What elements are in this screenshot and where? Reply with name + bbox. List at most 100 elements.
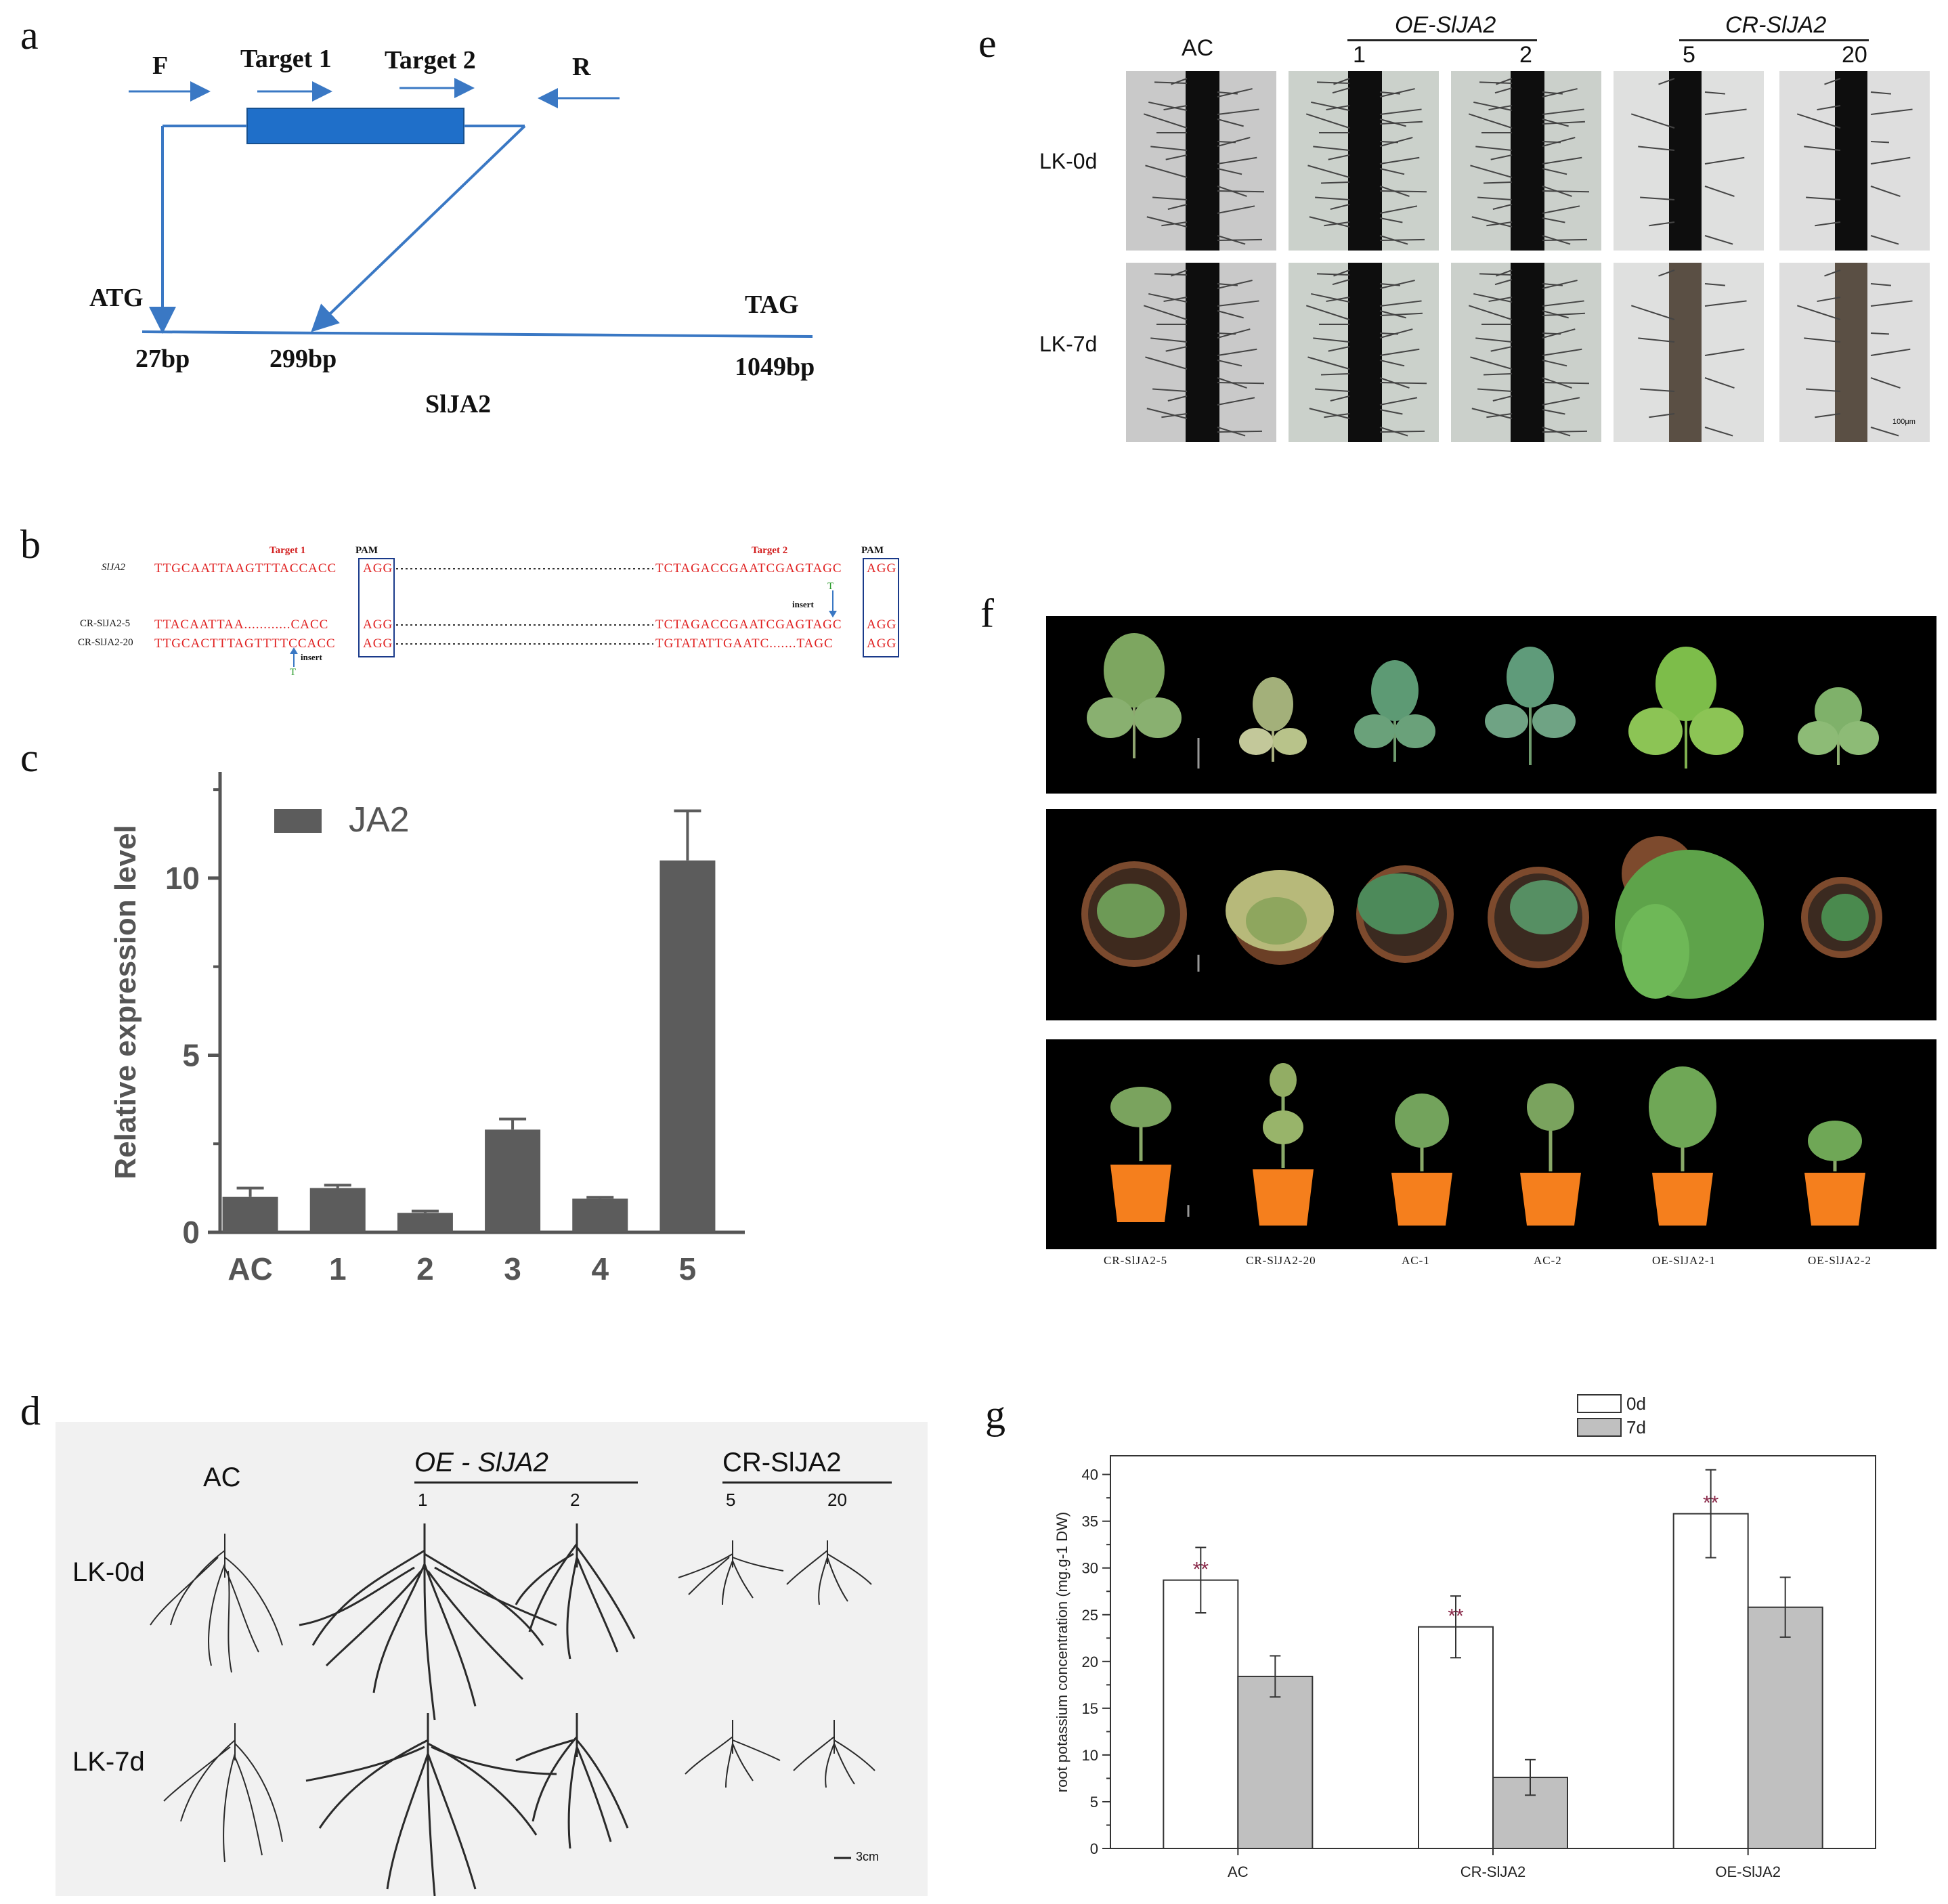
root-ac-0d: [150, 1534, 283, 1673]
e-root-stalk: [1835, 263, 1867, 442]
c-legend-swatch: [274, 809, 322, 833]
e-root-hair: [1870, 427, 1899, 437]
b-row2-right: TGTATATTGAATC.......TAGC: [655, 636, 834, 651]
panel-g-label: g: [985, 1392, 1005, 1437]
e-root-hair: [1870, 283, 1891, 286]
e-root-hair: [1477, 196, 1513, 200]
e-root-hair: [1305, 113, 1350, 129]
g-legend-swatch: [1577, 1418, 1622, 1437]
e-root-stalk: [1186, 263, 1219, 442]
e-root-hair: [1704, 156, 1745, 165]
e-root-hair: [1217, 238, 1263, 241]
e-root-hair: [1333, 78, 1350, 85]
g-significance: **: [1193, 1559, 1209, 1581]
root-oe2-7d: [515, 1713, 629, 1849]
e-root-hair: [1542, 205, 1580, 214]
b-row0-right: TCTAGACCGAATCGAGTAGC: [655, 561, 842, 576]
e-root-hair: [1320, 181, 1350, 184]
c-bar: [659, 860, 716, 1232]
e-root-stalk: [1348, 71, 1382, 251]
e-micrograph: [1614, 71, 1764, 251]
pot-top-2: [1226, 870, 1334, 965]
root-oe2-0d: [515, 1523, 636, 1660]
e-root-hair: [1379, 360, 1405, 367]
potassium-chart: 0 5 10 15 20 25 30 35 40 AC ** CR-SlJA2 ** OE-SlJA2 **…: [1054, 1393, 1876, 1880]
root-oe1-0d: [299, 1523, 557, 1721]
e-root-hair: [1167, 395, 1188, 402]
e-root-hair: [1483, 181, 1513, 184]
start-codon-label: ATG: [89, 284, 144, 312]
b-alignment-lines: [290, 558, 899, 667]
root-cr5-7d: [685, 1720, 781, 1788]
primer-f-label: F: [152, 51, 169, 80]
f-caption: CR-SlJA2-5: [1104, 1254, 1168, 1267]
e-root-hair: [1328, 154, 1350, 160]
e-root-hair: [1483, 373, 1513, 376]
e-root-hair: [1217, 310, 1244, 319]
pos-27bp: 27bp: [135, 345, 190, 373]
e-root-hair: [1542, 360, 1567, 367]
b-row2-name: CR-SlJA2-20: [78, 637, 133, 648]
d-sub-20: 20: [827, 1490, 847, 1510]
pot-side-4: [1520, 1083, 1581, 1226]
c-bar: [397, 1213, 453, 1232]
e-root-hair: [1475, 337, 1513, 343]
g-category-label: CR-SlJA2: [1460, 1863, 1526, 1880]
e-root-hair: [1870, 156, 1911, 165]
e-root-hair: [1477, 388, 1513, 392]
c-bar: [309, 1188, 366, 1232]
root-drawings: [150, 1523, 875, 1896]
b-row2-pam1: AGG: [363, 636, 393, 651]
c-bar: [222, 1196, 278, 1232]
e-root-hair: [1542, 300, 1584, 307]
f-caption: AC-2: [1534, 1254, 1562, 1267]
e-root-hair: [1379, 205, 1418, 214]
panel-b-label: b: [20, 522, 41, 567]
e-group-cr-line: [1679, 39, 1869, 41]
e-root-hair: [1217, 360, 1242, 367]
e-sub-20: 20: [1842, 42, 1867, 68]
e-root-hair: [1704, 108, 1747, 115]
e-root-hair: [1542, 168, 1567, 175]
target1-label: Target 1: [240, 45, 332, 73]
b-row2-left: TTGCACTTTAGTTTTCCACC: [154, 636, 336, 651]
e-micrograph: [1289, 71, 1439, 251]
g-ytick-label: 25: [1082, 1607, 1098, 1624]
e-root-hair: [1379, 348, 1420, 356]
e-root-hair: [1379, 397, 1418, 406]
leaf-5: [1628, 647, 1744, 769]
pot-side-6: [1804, 1121, 1865, 1226]
e-root-hair: [1470, 356, 1513, 370]
e-root-hair: [1496, 78, 1513, 85]
g-bar-0d: [1163, 1579, 1239, 1849]
e-root-hair: [1870, 332, 1890, 335]
e-root-hair: [1870, 141, 1890, 144]
e-root-hair: [1796, 305, 1841, 320]
b-pam2: PAM: [861, 545, 884, 556]
e-root-hair: [1704, 91, 1725, 95]
e-root-hair: [1217, 156, 1257, 165]
target2-label: Target 2: [385, 46, 476, 74]
e-root-hair: [1542, 348, 1582, 356]
e-root-hair: [1171, 78, 1188, 85]
g-category-label: AC: [1228, 1863, 1249, 1880]
e-root-hair: [1870, 108, 1913, 115]
f-side-view-strip: [1046, 1039, 1936, 1249]
e-micrograph: [1451, 71, 1601, 251]
g-ytick-label: 10: [1082, 1747, 1098, 1764]
e-group-oe: OE-SlJA2: [1395, 12, 1496, 38]
e-root-hair: [1704, 186, 1735, 197]
e-root-hair: [1143, 113, 1188, 129]
b-insert-t1: T: [290, 667, 297, 678]
e-root-hair: [1313, 337, 1350, 343]
e-root-hair: [1217, 397, 1255, 406]
e-root-stalk: [1669, 71, 1702, 251]
e-root-hair: [1704, 283, 1725, 286]
f-caption: CR-SlJA2-20: [1246, 1254, 1316, 1267]
expression-chart: 0 5 10 AC 1 2 3 4 5 JA2 Relative expression level: [109, 772, 745, 1286]
e-root-stalk: [1186, 71, 1219, 251]
e-root-hair: [1494, 87, 1513, 94]
e-root-hair: [1468, 305, 1513, 320]
e-root-hair: [1870, 300, 1913, 307]
e-root-hair: [1156, 324, 1187, 325]
